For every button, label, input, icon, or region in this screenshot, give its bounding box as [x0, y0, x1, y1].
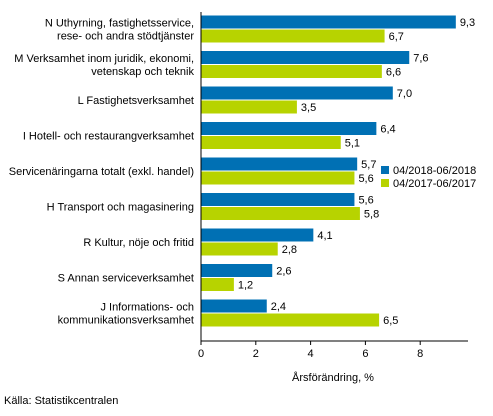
bar: [201, 299, 267, 313]
bar: [201, 157, 358, 171]
category-label: M Verksamhet inom juridik, ekonomi, veten…: [14, 53, 194, 78]
bar: [201, 65, 382, 78]
x-tick-label: 0: [198, 348, 204, 360]
data-label: 4,1: [317, 230, 332, 242]
source-note: Källa: Statistikcentralen: [4, 395, 119, 407]
data-label: 5,7: [361, 159, 376, 171]
data-label: 7,0: [397, 88, 412, 100]
bar: [201, 207, 360, 220]
x-tick-label: 8: [417, 348, 423, 360]
bar: [201, 313, 380, 327]
bar: [201, 193, 355, 206]
bar: [201, 122, 377, 135]
bar: [201, 51, 410, 64]
category-label: I Hotell- och restaurangverksamhet: [23, 131, 194, 143]
legend-label: 04/2017-06/2017: [393, 178, 476, 190]
category-label: R Kultur, nöje och fritid: [83, 237, 194, 249]
data-label: 6,4: [380, 124, 395, 136]
category-labels: N Uthyrning, fastighetsservice, rese- och…: [9, 18, 195, 327]
data-label: 6,5: [383, 315, 398, 327]
x-tick-label: 4: [308, 348, 314, 360]
bar: [201, 86, 393, 100]
data-label: 2,8: [282, 244, 297, 256]
data-label: 2,4: [271, 301, 286, 313]
category-label: J Informations- och kommunikationsverksam…: [58, 302, 194, 327]
data-label: 1,2: [238, 280, 253, 292]
bar: [201, 15, 456, 29]
data-label: 5,1: [345, 138, 360, 150]
legend-label: 04/2018-06/2018: [393, 165, 476, 177]
bar: [201, 242, 278, 256]
category-label: L Fastighetsverksamhet: [78, 95, 194, 107]
x-axis-title: Årsförändring, %: [292, 371, 374, 384]
data-label: 5,8: [364, 209, 379, 221]
data-label: 2,6: [276, 266, 291, 278]
legend-swatch: [381, 179, 389, 187]
bar: [201, 100, 297, 114]
data-label: 7,6: [413, 53, 428, 65]
data-label: 5,6: [358, 195, 373, 207]
bar: [201, 171, 355, 185]
category-label: S Annan serviceverksamhet: [58, 273, 194, 285]
x-tick-label: 2: [253, 348, 259, 360]
x-axis: 0 2 4 6 8 Årsförändring, %: [198, 12, 468, 384]
bar: [201, 228, 314, 242]
data-label: 9,3: [460, 17, 475, 29]
category-label: H Transport och magasinering: [47, 202, 194, 214]
bar: [201, 136, 341, 149]
x-tick-label: 6: [362, 348, 368, 360]
bar: [201, 29, 385, 43]
legend-swatch: [381, 166, 389, 174]
category-label: Servicenäringarna totalt (exkl. handel): [9, 166, 194, 178]
category-label: N Uthyrning, fastighetsservice, rese- och…: [45, 18, 195, 43]
data-label: 6,6: [386, 67, 401, 79]
data-label: 3,5: [301, 102, 316, 114]
data-label: 6,7: [389, 31, 404, 43]
bars: [201, 15, 456, 327]
bar: [201, 278, 234, 291]
data-label: 5,6: [358, 173, 373, 185]
value-labels: 9,3 6,7 7,6 6,6 7,0 3,5 6,4 5,15,7 5,6 5,6 5,8 4,1 2…: [238, 17, 475, 327]
bar: [201, 264, 273, 277]
